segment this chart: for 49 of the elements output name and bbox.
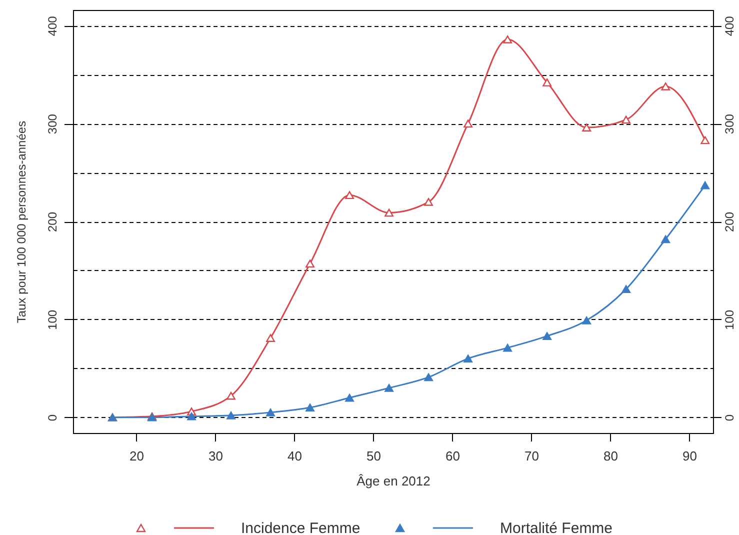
point xyxy=(464,120,473,128)
y2-tick-label: 200 xyxy=(722,212,736,232)
y-axis-title: Taux pour 100 000 personnes-années xyxy=(14,120,28,324)
y2-tick-label: 0 xyxy=(722,414,736,422)
y2-tick-label: 300 xyxy=(722,114,736,134)
point xyxy=(700,136,710,144)
point xyxy=(424,373,434,382)
x-tick-label: 70 xyxy=(524,448,540,464)
point xyxy=(464,354,473,363)
point xyxy=(661,235,670,244)
point xyxy=(661,82,670,90)
point xyxy=(306,260,315,268)
point xyxy=(345,191,354,200)
point xyxy=(700,181,710,190)
point xyxy=(582,316,592,324)
x-tick-label: 20 xyxy=(129,448,144,464)
y-tick-label: 100 xyxy=(46,310,60,330)
point xyxy=(503,35,512,44)
point xyxy=(187,412,196,420)
y2-tick-label: 100 xyxy=(722,310,736,330)
x-tick-label: 50 xyxy=(366,448,381,464)
x-axis-title: Âge en 2012 xyxy=(356,474,430,488)
point xyxy=(384,384,394,392)
point xyxy=(503,344,512,352)
point xyxy=(226,392,236,400)
point xyxy=(424,198,434,206)
point xyxy=(542,78,552,86)
point xyxy=(542,332,552,340)
point xyxy=(622,285,631,294)
y-tick-label: 400 xyxy=(46,16,60,36)
legend-label: Mortalité Femme xyxy=(500,520,613,535)
x-tick-label: 40 xyxy=(288,448,302,464)
y-tick-label: 200 xyxy=(46,212,60,232)
x-tick-label: 30 xyxy=(208,448,223,464)
y-tick-label: 300 xyxy=(46,114,60,134)
point xyxy=(266,408,276,416)
y2-tick-label: 400 xyxy=(722,16,736,36)
point xyxy=(226,411,236,420)
point xyxy=(345,394,354,402)
legend-label: Incidence Femme xyxy=(241,520,360,535)
x-tick-label: 60 xyxy=(446,448,460,464)
point xyxy=(266,334,276,342)
x-tick-label: 80 xyxy=(604,448,618,464)
point xyxy=(622,116,631,124)
point xyxy=(384,208,394,217)
point xyxy=(582,124,592,132)
point xyxy=(306,404,315,412)
x-tick-label: 90 xyxy=(682,448,698,464)
y-tick-label: 0 xyxy=(46,414,60,422)
